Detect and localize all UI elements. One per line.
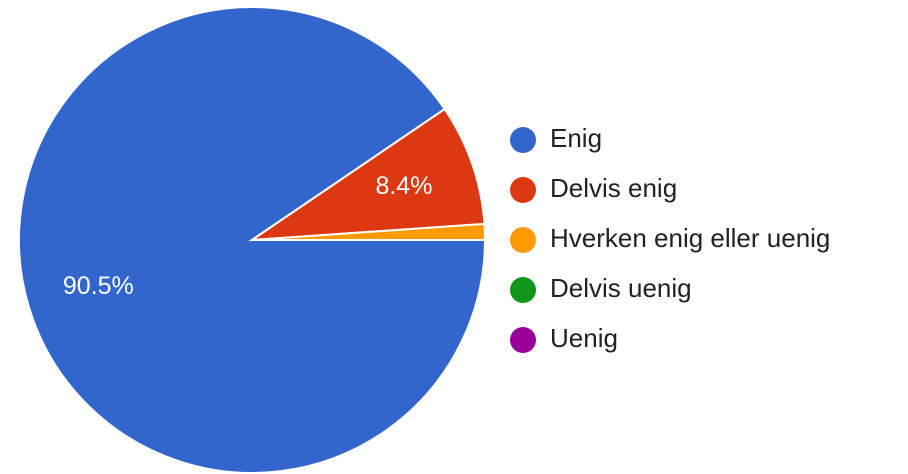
slice-label: 90.5% xyxy=(63,272,134,300)
legend-label: Delvis uenig xyxy=(550,273,692,303)
legend-swatch xyxy=(510,277,536,303)
legend-swatch xyxy=(510,327,536,353)
legend-label: Hverken enig eller uenig xyxy=(550,223,830,253)
legend-swatch xyxy=(510,227,536,253)
pie-slice xyxy=(248,107,486,242)
legend-swatch xyxy=(510,127,536,153)
slice-label: 8.4% xyxy=(375,172,432,200)
legend-label: Enig xyxy=(550,123,602,153)
legend-label: Uenig xyxy=(550,323,618,353)
legend-label: Delvis enig xyxy=(550,173,677,203)
legend-swatch xyxy=(510,177,536,203)
